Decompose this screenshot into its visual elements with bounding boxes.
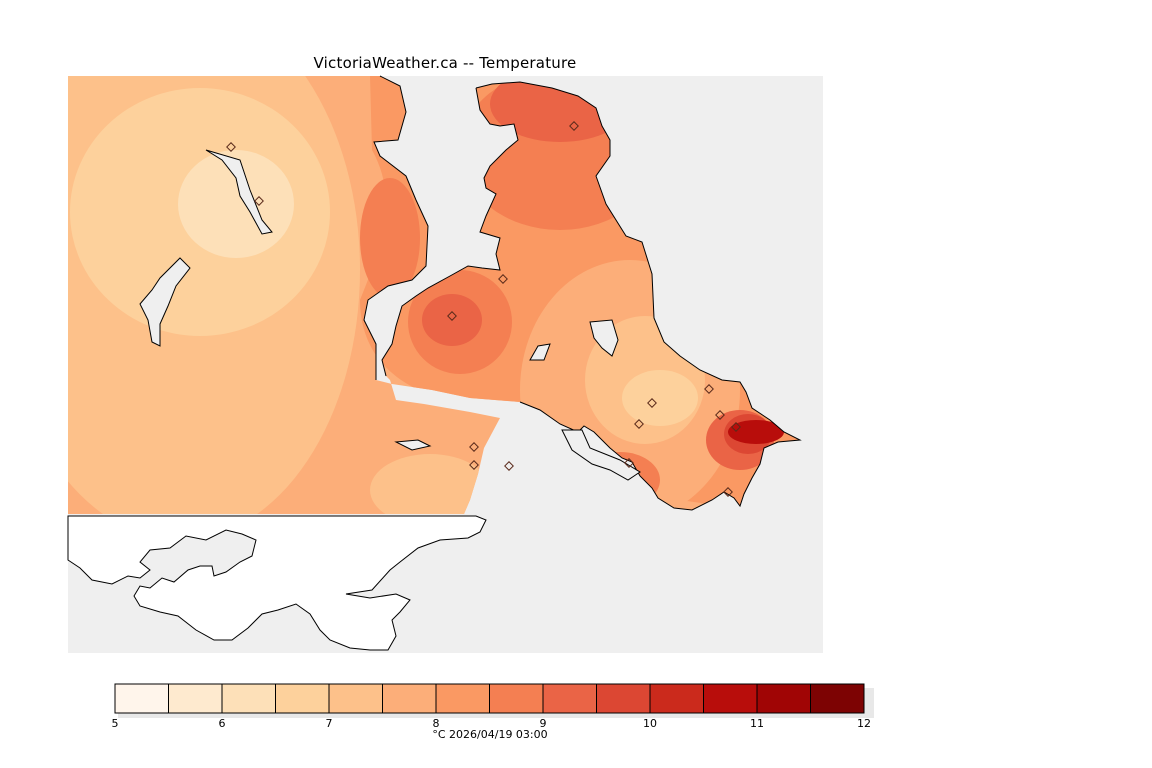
station-marker[interactable] bbox=[569, 121, 579, 131]
temp-region-east-core bbox=[622, 370, 698, 426]
colorbar-tick-label: 8 bbox=[433, 717, 440, 730]
station-marker[interactable] bbox=[634, 419, 644, 429]
island-south-west bbox=[394, 439, 432, 451]
station-marker[interactable] bbox=[447, 311, 457, 321]
coastline bbox=[363, 75, 802, 511]
colorbar-bin bbox=[221, 683, 276, 714]
colorbar-tick-label: 5 bbox=[112, 717, 119, 730]
station-marker[interactable] bbox=[704, 384, 714, 394]
station-marker[interactable] bbox=[504, 461, 514, 471]
island-small-east bbox=[529, 343, 551, 361]
no-data-region bbox=[68, 653, 823, 655]
colorbar-bin bbox=[435, 683, 490, 714]
station-marker[interactable] bbox=[624, 458, 634, 468]
colorbar: 5 6 7 8 9 10 11 12 bbox=[112, 683, 874, 730]
colorbar-tick-label: 7 bbox=[326, 717, 333, 730]
station-marker[interactable] bbox=[647, 398, 657, 408]
coastline-saanich-inlet bbox=[381, 87, 519, 377]
colorbar-tick-label: 11 bbox=[750, 717, 764, 730]
station-marker[interactable] bbox=[731, 422, 741, 432]
olympic-coast-outline bbox=[67, 515, 487, 651]
colorbar-bins bbox=[114, 683, 865, 714]
colorbar-bin bbox=[168, 683, 223, 714]
coastline-main bbox=[363, 75, 429, 380]
colorbar-bin bbox=[382, 683, 437, 714]
weather-stations bbox=[226, 121, 741, 497]
colorbar-bin bbox=[649, 683, 704, 714]
colorbar-tick-label: 10 bbox=[643, 717, 657, 730]
colorbar-bin bbox=[275, 683, 330, 714]
colorbar-tick-label: 9 bbox=[540, 717, 547, 730]
temp-region-south bbox=[370, 454, 490, 514]
station-marker[interactable] bbox=[469, 460, 479, 470]
colorbar-tick-label: 12 bbox=[857, 717, 871, 730]
station-marker[interactable] bbox=[254, 196, 264, 206]
island-harbour bbox=[561, 429, 641, 481]
olympic-coast bbox=[67, 515, 487, 651]
map-caption: °C 2026/04/19 03:00 bbox=[432, 728, 548, 741]
coastline-peninsula bbox=[475, 81, 802, 511]
station-marker[interactable] bbox=[723, 487, 733, 497]
colorbar-bin bbox=[489, 683, 544, 714]
station-marker[interactable] bbox=[498, 274, 508, 284]
colorbar-bin bbox=[703, 683, 758, 714]
colorbar-frame bbox=[114, 683, 865, 714]
islands bbox=[139, 149, 641, 481]
page-title: VictoriaWeather.ca -- Temperature bbox=[313, 54, 577, 72]
colorbar-tick-label: 6 bbox=[219, 717, 226, 730]
colorbar-ticks: 5 6 7 8 9 10 11 12 bbox=[112, 717, 872, 730]
colorbar-bin bbox=[756, 683, 811, 714]
station-marker[interactable] bbox=[715, 410, 725, 420]
temp-region-saanich bbox=[360, 178, 420, 298]
island-james bbox=[589, 319, 619, 357]
colorbar-bin bbox=[328, 683, 383, 714]
colorbar-bin bbox=[114, 683, 169, 714]
colorbar-bin bbox=[810, 683, 865, 714]
station-marker[interactable] bbox=[469, 442, 479, 452]
island-west bbox=[139, 257, 191, 347]
colorbar-bin bbox=[542, 683, 597, 714]
colorbar-bin bbox=[596, 683, 651, 714]
island-north bbox=[205, 149, 273, 235]
temp-region-oak-bay-core bbox=[728, 420, 784, 444]
station-marker[interactable] bbox=[226, 142, 236, 152]
